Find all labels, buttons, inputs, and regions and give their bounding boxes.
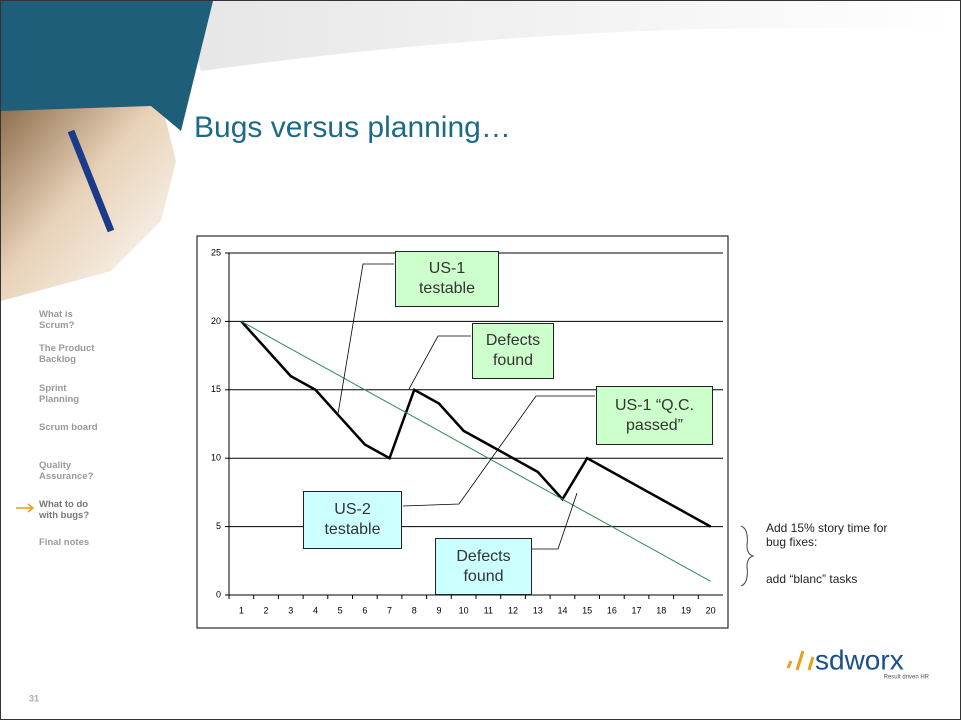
x-tick-label: 19 — [681, 605, 691, 615]
x-tick-label: 8 — [412, 605, 417, 615]
note: add “blanc” tasks — [766, 572, 858, 586]
x-tick-label: 2 — [264, 605, 269, 615]
x-tick-label: 12 — [508, 605, 518, 615]
y-tick-label: 0 — [216, 589, 221, 599]
callout-line — [402, 395, 595, 507]
nav-item: What is Scrum? — [39, 309, 75, 331]
y-tick-label: 15 — [211, 384, 221, 394]
y-tick-label: 20 — [211, 316, 221, 326]
nav-item: Sprint Planning — [39, 383, 80, 405]
annotation: US-2 testable — [303, 491, 402, 549]
x-tick-label: 13 — [533, 605, 543, 615]
logo-mark — [786, 650, 815, 671]
x-tick-label: 6 — [362, 605, 367, 615]
brace — [740, 525, 755, 587]
nav-item: What to do with bugs? — [39, 499, 90, 521]
top-band — [181, 1, 960, 71]
y-tick-label: 5 — [216, 521, 221, 531]
annotation: US-1 “Q.C. passed” — [596, 386, 713, 445]
y-tick-label: 25 — [211, 247, 221, 257]
x-tick-label: 4 — [313, 605, 318, 615]
annotation: Defects found — [472, 323, 554, 379]
photo — [1, 101, 176, 301]
y-tick-label: 10 — [211, 453, 221, 463]
annotation: US-1 testable — [395, 251, 499, 307]
callout-line — [408, 335, 471, 390]
x-tick-label: 15 — [582, 605, 592, 615]
callout-line — [337, 263, 394, 415]
x-tick-label: 11 — [484, 605, 493, 615]
nav-item: The Product Backlog — [39, 343, 95, 365]
x-tick-label: 10 — [459, 605, 469, 615]
page-number: 31 — [29, 693, 39, 703]
logo-tagline: Result driven HR — [884, 675, 930, 681]
series-line — [240, 320, 712, 528]
slide-title: Bugs versus planning… — [194, 111, 511, 144]
callout-line — [532, 492, 578, 550]
x-tick-label: 16 — [607, 605, 617, 615]
x-tick-label: 7 — [387, 605, 392, 615]
teal-band — [1, 1, 213, 131]
x-tick-label: 14 — [557, 605, 567, 615]
active-arrow — [16, 503, 35, 513]
series-line — [241, 320, 711, 582]
x-tick-label: 3 — [288, 605, 293, 615]
nav-item: Quality Assurance? — [39, 460, 94, 482]
x-tick-label: 18 — [656, 605, 666, 615]
x-tick-label: 9 — [436, 605, 441, 615]
nav-item: Final notes — [39, 537, 90, 548]
x-tick-label: 5 — [338, 605, 343, 615]
note: Add 15% story time for bug fixes: — [766, 521, 888, 549]
annotation: Defects found — [435, 538, 532, 595]
x-tick-label: 1 — [239, 605, 244, 615]
logo-name: sdworx — [815, 644, 904, 675]
nav-item: Scrum board — [39, 422, 98, 433]
pen — [67, 129, 115, 233]
x-tick-label: 20 — [706, 605, 716, 615]
x-tick-label: 17 — [632, 605, 642, 615]
